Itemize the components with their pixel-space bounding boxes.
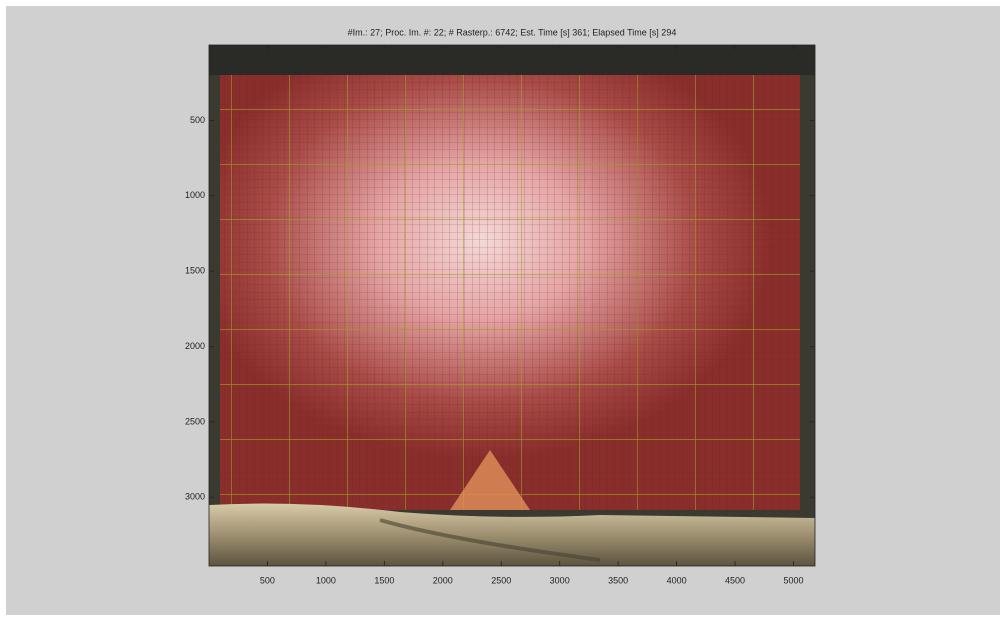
x-tick-label: 2500 xyxy=(491,575,511,585)
figure-window: #Im.: 27; Proc. Im. #: 22; # Rasterp.: 6… xyxy=(0,0,1006,621)
y-tick-label: 3000 xyxy=(185,492,205,502)
x-tick-label: 3500 xyxy=(608,575,628,585)
x-tick-label: 4000 xyxy=(667,575,687,585)
x-tick-label: 500 xyxy=(260,575,275,585)
x-tick-label: 2000 xyxy=(433,575,453,585)
y-tick-label: 2500 xyxy=(185,416,205,426)
y-tick-label: 500 xyxy=(190,115,205,125)
image xyxy=(209,45,815,566)
y-tick-label: 2000 xyxy=(185,341,205,351)
chart-title: #Im.: 27; Proc. Im. #: 22; # Rasterp.: 6… xyxy=(348,27,677,37)
x-tick-label: 1000 xyxy=(316,575,336,585)
y-tick-label: 1500 xyxy=(185,266,205,276)
x-tick-label: 5000 xyxy=(783,575,803,585)
x-tick-label: 1500 xyxy=(374,575,394,585)
x-tick-label: 3000 xyxy=(550,575,570,585)
y-tick-label: 1000 xyxy=(185,190,205,200)
x-tick-label: 4500 xyxy=(725,575,745,585)
